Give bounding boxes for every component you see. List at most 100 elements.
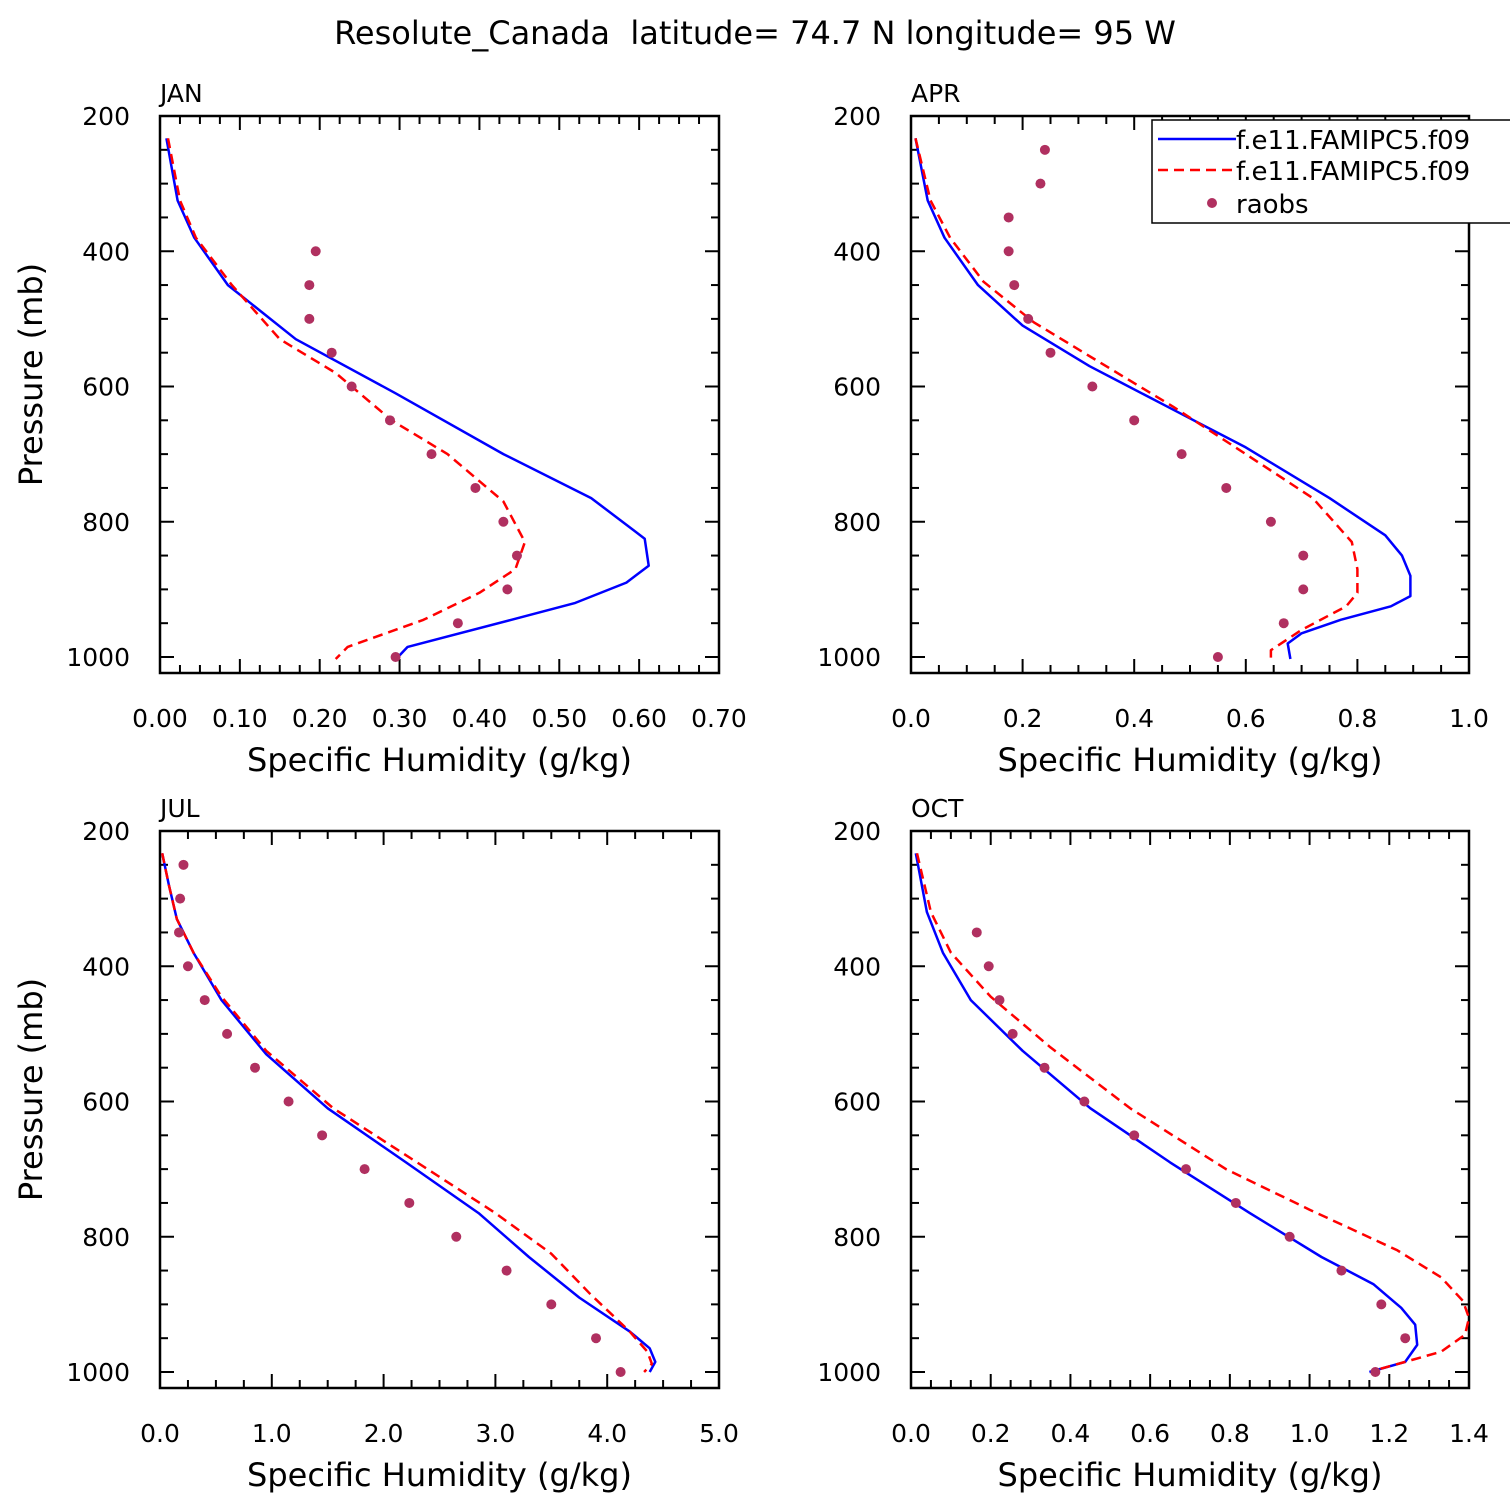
jul-y-tick-label: 800 bbox=[82, 1223, 130, 1252]
apr-x-tick-label: 0.6 bbox=[1226, 704, 1266, 733]
apr-y-tick-label: 600 bbox=[833, 373, 881, 402]
jan-x-tick-label: 0.20 bbox=[292, 704, 348, 733]
figure-title: Resolute_Canada latitude= 74.7 N longitu… bbox=[334, 14, 1176, 52]
jan-raobs-point bbox=[304, 280, 315, 291]
jul-raobs-point bbox=[283, 1096, 294, 1107]
apr-raobs-point bbox=[1265, 516, 1276, 527]
jul-y-tick-label: 400 bbox=[82, 952, 130, 981]
jan-y-tick-label: 200 bbox=[82, 102, 130, 131]
jan-raobs-point bbox=[452, 618, 463, 629]
jul-panel: JUL 200 400 600 800 1000 0.0 1.0 2.0 3.0 4.0 5.0 Spe… bbox=[12, 794, 739, 1494]
apr-y-tick-label: 800 bbox=[833, 508, 881, 537]
oct-raobs-point bbox=[1336, 1265, 1347, 1276]
jul-raobs-point bbox=[175, 893, 186, 904]
jul-x-axis-label: Specific Humidity (g/kg) bbox=[247, 1456, 632, 1494]
jul-panel-label: JUL bbox=[158, 794, 200, 823]
jan-raobs-point bbox=[511, 550, 522, 561]
apr-raobs-point bbox=[1176, 449, 1187, 460]
apr-raobs-point bbox=[1003, 246, 1014, 257]
apr-raobs-point bbox=[1009, 280, 1020, 291]
jan-raobs-point bbox=[384, 415, 395, 426]
oct-x-tick-label: 0.6 bbox=[1130, 1419, 1170, 1448]
jul-raobs-point bbox=[404, 1197, 415, 1208]
jul-model1-line bbox=[160, 853, 657, 1373]
apr-raobs-point bbox=[1035, 178, 1046, 189]
jan-y-tick-label: 400 bbox=[82, 237, 130, 266]
jan-raobs-point bbox=[390, 652, 401, 662]
oct-raobs-point bbox=[994, 995, 1005, 1006]
apr-raobs-point bbox=[1129, 415, 1140, 426]
jan-panel-label: JAN bbox=[158, 79, 203, 108]
oct-raobs-point bbox=[1039, 1062, 1050, 1073]
apr-x-tick-label: 0.4 bbox=[1114, 704, 1154, 733]
jan-raobs-point bbox=[426, 449, 437, 460]
legend-label-raobs: raobs bbox=[1236, 190, 1309, 220]
jul-raobs-point bbox=[591, 1333, 602, 1344]
apr-y-tick-label: 200 bbox=[833, 102, 881, 131]
jul-raobs-point bbox=[359, 1164, 370, 1175]
jul-x-tick-label: 3.0 bbox=[476, 1419, 516, 1448]
apr-x-tick-label: 0.2 bbox=[1003, 704, 1043, 733]
jul-raobs-point bbox=[174, 927, 185, 938]
oct-x-axis-label: Specific Humidity (g/kg) bbox=[998, 1456, 1383, 1494]
apr-raobs-point bbox=[1278, 618, 1289, 629]
apr-x-tick-label: 1.0 bbox=[1449, 704, 1489, 733]
oct-raobs-point bbox=[1129, 1130, 1140, 1141]
legend-label-model1: f.e11.FAMIPC5.f09 bbox=[1236, 126, 1470, 156]
apr-raobs-point bbox=[1087, 381, 1098, 392]
jul-y-tick-label: 200 bbox=[82, 817, 130, 846]
oct-y-tick-label: 600 bbox=[833, 1088, 881, 1117]
jul-x-tick-label: 4.0 bbox=[587, 1419, 627, 1448]
jan-y-tick-label: 1000 bbox=[66, 643, 130, 672]
oct-x-tick-label: 0.4 bbox=[1051, 1419, 1091, 1448]
jan-y-tick-label: 800 bbox=[82, 508, 130, 537]
jul-y-tick-label: 1000 bbox=[66, 1358, 130, 1387]
jan-x-tick-label: 0.50 bbox=[531, 704, 587, 733]
apr-panel-label: APR bbox=[911, 79, 961, 108]
jan-x-tick-label: 0.00 bbox=[132, 704, 188, 733]
oct-raobs-point bbox=[1181, 1164, 1192, 1175]
oct-x-tick-label: 1.2 bbox=[1369, 1419, 1409, 1448]
apr-model2-line bbox=[914, 138, 1359, 663]
jan-y-tick-label: 600 bbox=[82, 373, 130, 402]
jan-model2-line bbox=[166, 138, 527, 660]
apr-raobs-point bbox=[1039, 144, 1050, 155]
oct-y-tick-label: 1000 bbox=[817, 1358, 881, 1387]
apr-x-axis-label: Specific Humidity (g/kg) bbox=[998, 741, 1383, 779]
jul-raobs-point bbox=[317, 1130, 328, 1141]
oct-raobs-point bbox=[1370, 1367, 1381, 1377]
oct-raobs-point bbox=[1079, 1096, 1090, 1107]
oct-raobs-point bbox=[1400, 1333, 1411, 1344]
jul-raobs-point bbox=[199, 995, 210, 1006]
jan-model1-line bbox=[165, 138, 650, 658]
jan-raobs-point bbox=[304, 313, 315, 324]
oct-x-tick-label: 1.0 bbox=[1290, 1419, 1330, 1448]
oct-raobs-point bbox=[983, 961, 994, 972]
jan-raobs-point bbox=[498, 516, 509, 527]
jul-raobs-point bbox=[451, 1231, 462, 1242]
jan-raobs-point bbox=[310, 246, 321, 257]
oct-raobs-point bbox=[1007, 1028, 1018, 1039]
oct-model2-line bbox=[915, 853, 1471, 1376]
jul-raobs-point bbox=[501, 1265, 512, 1276]
apr-raobs-point bbox=[1003, 212, 1014, 223]
oct-raobs-point bbox=[1284, 1231, 1295, 1242]
oct-x-tick-label: 0.0 bbox=[891, 1419, 931, 1448]
jul-x-tick-label: 5.0 bbox=[699, 1419, 739, 1448]
jan-x-tick-label: 0.30 bbox=[372, 704, 428, 733]
oct-x-tick-label: 0.2 bbox=[971, 1419, 1011, 1448]
apr-raobs-point bbox=[1023, 313, 1034, 324]
jan-raobs-point bbox=[502, 584, 513, 595]
jul-x-tick-label: 1.0 bbox=[252, 1419, 292, 1448]
legend-label-model2: f.e11.FAMIPC5.f09 bbox=[1236, 157, 1470, 187]
jul-raobs-point bbox=[250, 1062, 261, 1073]
apr-raobs-point bbox=[1298, 584, 1309, 595]
oct-model1-line bbox=[914, 853, 1419, 1374]
oct-panel-label: OCT bbox=[911, 794, 964, 823]
panels-group: JAN 200 400 600 800 1000 0.00 0.10 0.20 0.30 0.40 0… bbox=[12, 79, 1489, 1494]
legend: f.e11.FAMIPC5.f09 f.e11.FAMIPC5.f09 raob… bbox=[1151, 119, 1510, 224]
jan-raobs-point bbox=[346, 381, 357, 392]
jul-x-tick-label: 0.0 bbox=[140, 1419, 180, 1448]
jan-y-axis-label: Pressure (mb) bbox=[12, 263, 50, 486]
oct-x-tick-label: 0.8 bbox=[1210, 1419, 1250, 1448]
